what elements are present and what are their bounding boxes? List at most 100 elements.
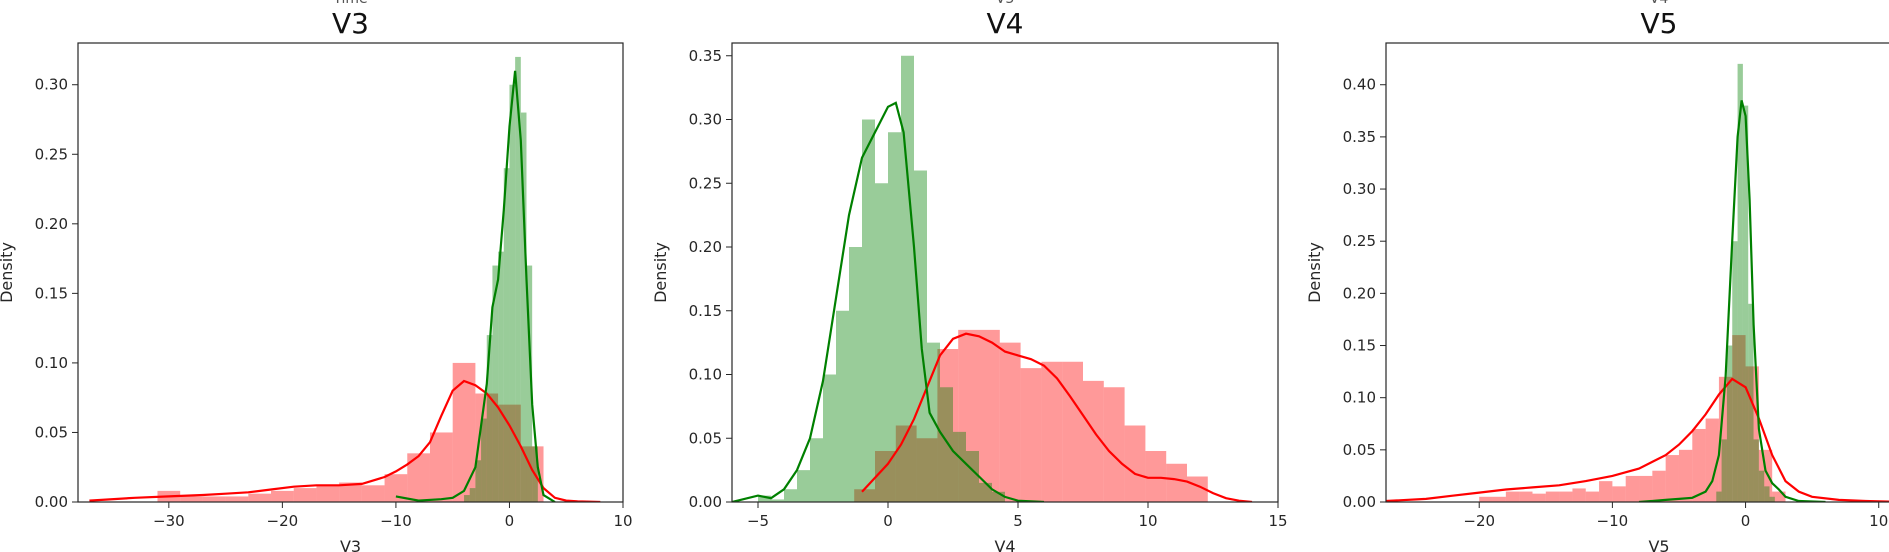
kde-line-green: [1638, 100, 1826, 502]
hist-bar: [475, 460, 482, 502]
hist-bar: [486, 335, 493, 502]
x-tick-label: −20: [1463, 512, 1495, 530]
subplot-v4: −5 0 5 10 15 0.00 0.05 0.10 0.15 0.20 0.25 0.30 0.35…: [651, 0, 1288, 552]
hist-bar: [992, 491, 1005, 502]
hist-bar: [958, 329, 979, 502]
hist-bar: [1721, 439, 1727, 502]
hist-bar: [316, 485, 340, 502]
hist-bar: [784, 489, 797, 502]
hist-bar: [836, 310, 849, 502]
hist-bar: [1612, 486, 1626, 502]
hist-bar: [927, 342, 940, 502]
hist-bar: [339, 482, 362, 502]
y-tick-label: 0.35: [1343, 128, 1376, 146]
subplot-title: V4: [987, 7, 1024, 40]
kde-line-green: [732, 101, 1045, 502]
x-tick-label: 10: [613, 512, 632, 530]
hist-bar: [1737, 63, 1743, 502]
hist-bar: [202, 496, 226, 502]
y-tick-label: 0.05: [1343, 441, 1376, 459]
hist-bar: [1665, 455, 1679, 502]
hist-bar: [526, 265, 533, 502]
hist-bar: [248, 493, 272, 502]
hist-bar: [1726, 345, 1733, 502]
hist-bar: [875, 451, 896, 502]
plot-area: [89, 56, 601, 502]
hist-bar: [384, 474, 408, 502]
hist-bar: [464, 495, 470, 502]
hist-bar: [771, 499, 784, 502]
hist-bar: [1083, 380, 1104, 502]
hist-bar: [481, 418, 487, 502]
hist-bar: [1748, 303, 1754, 502]
hist-bar: [429, 432, 453, 502]
plot-area: [732, 55, 1253, 502]
hist-bar: [515, 56, 521, 502]
y-tick-label: 0.00: [35, 493, 68, 511]
x-axis-label: V3: [340, 537, 361, 552]
hist-bar: [1745, 366, 1759, 502]
hist-bar: [1103, 387, 1125, 502]
hist-bar: [1716, 491, 1722, 502]
plot-area: [1386, 63, 1889, 502]
y-tick-label: 0.20: [689, 238, 722, 256]
hist-bar: [1124, 425, 1146, 502]
hist-bar: [940, 387, 953, 502]
kde-line-red: [1386, 377, 1889, 502]
hist-bar: [1505, 491, 1520, 502]
hist-bar: [1625, 475, 1640, 502]
y-tick-label: 0.30: [1343, 180, 1376, 198]
clipped-previous-title: Time: [332, 0, 367, 7]
y-axis-label: Density: [0, 242, 16, 303]
hist-bar: [758, 495, 771, 502]
hist-bar: [1692, 428, 1706, 502]
y-tick-label: 0.25: [35, 145, 68, 163]
x-tick-label: 0: [1741, 512, 1751, 530]
y-tick-label: 0.15: [689, 302, 722, 320]
hist-bar: [1652, 470, 1666, 502]
hist-bar: [797, 470, 810, 502]
hist-bar: [888, 132, 901, 502]
clipped-previous-title: V3: [996, 0, 1014, 7]
y-tick-label: 0.25: [689, 174, 722, 192]
hist-bar: [520, 112, 527, 502]
hist-bar: [810, 438, 823, 502]
hist-bar: [1769, 496, 1775, 502]
hist-bar: [1764, 486, 1770, 502]
hist-bar: [1559, 491, 1573, 502]
hist-bar: [1678, 449, 1693, 502]
axes-frame: [77, 42, 624, 503]
y-tick-label: 0.05: [689, 429, 722, 447]
x-tick-label: −5: [747, 512, 769, 530]
hist-bar: [225, 496, 249, 502]
x-tick-label: 0: [505, 512, 515, 530]
hist-bar: [937, 349, 959, 502]
hist-bar: [1599, 481, 1613, 502]
hist-bar: [953, 431, 966, 502]
hist-bar: [1772, 491, 1786, 502]
x-tick-label: 0: [883, 512, 893, 530]
x-tick-label: −10: [380, 512, 412, 530]
y-tick-label: 0.40: [1343, 76, 1376, 94]
y-axis-label: Density: [1305, 242, 1324, 303]
y-tick-label: 0.15: [35, 284, 68, 302]
hist-bar: [1145, 451, 1167, 502]
hist-bar: [979, 329, 1000, 502]
y-tick-label: 0.20: [35, 215, 68, 233]
hist-bar: [1758, 449, 1773, 502]
subplot-v5: −20 −10 0 10 0.00 0.05 0.10 0.15 0.20 0.25 0.30 0.3…: [1305, 0, 1889, 552]
hist-bar: [1732, 335, 1746, 502]
x-tick-label: 5: [1013, 512, 1023, 530]
hist-bar: [498, 251, 504, 502]
hist-bar: [916, 438, 938, 502]
hist-bar: [901, 55, 914, 502]
y-tick-label: 0.00: [689, 493, 722, 511]
hist-bar: [469, 488, 476, 502]
hist-bar: [1585, 491, 1600, 502]
y-tick-label: 0.20: [1343, 284, 1376, 302]
subplot-v3: −30 −20 −10 0 10 0.00 0.05 0.10 0.15 0.20 0.25 0.30…: [0, 0, 633, 552]
hist-bar: [849, 247, 862, 502]
y-tick-label: 0.10: [1343, 389, 1376, 407]
hist-bar: [1758, 470, 1765, 502]
